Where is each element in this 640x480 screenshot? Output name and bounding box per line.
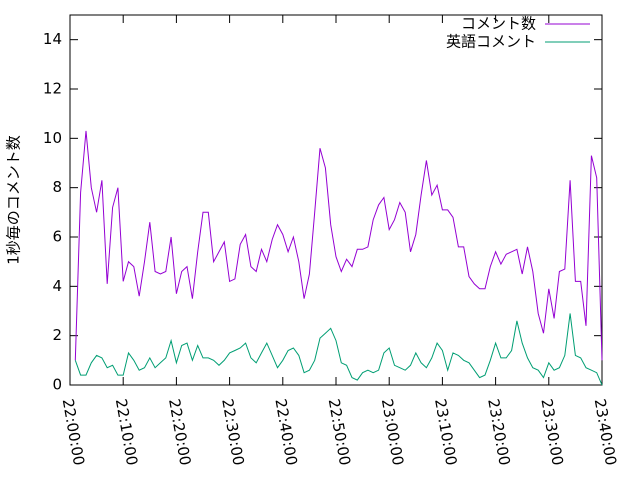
y-tick-label: 12 (43, 80, 62, 98)
legend-label: コメント数 (461, 15, 536, 33)
y-tick-label: 4 (52, 277, 62, 295)
y-tick-label: 8 (52, 178, 62, 196)
legend-label: 英語コメント (446, 33, 536, 51)
y-tick-label: 10 (43, 129, 62, 147)
y-tick-label: 6 (52, 228, 62, 246)
y-axis-label: 1秒毎のコメント数 (5, 135, 23, 265)
y-tick-label: 2 (52, 326, 62, 344)
plot-border (69, 14, 603, 386)
y-tick-label: 14 (43, 30, 62, 48)
y-tick-label: 0 (52, 376, 62, 394)
series-line (74, 313, 603, 386)
series-line (74, 130, 603, 361)
